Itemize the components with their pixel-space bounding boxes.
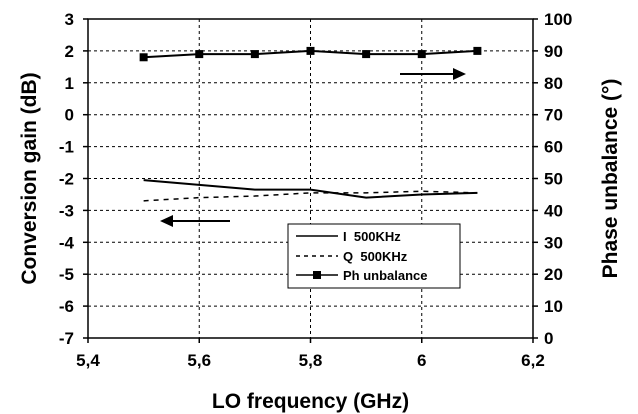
legend-label-ph: Ph unbalance xyxy=(343,268,428,283)
y-right-tick-label: 50 xyxy=(544,170,563,189)
y-right-tick-label: 30 xyxy=(544,233,563,252)
left-axis-arrow xyxy=(160,215,230,227)
x-tick-label: 5,6 xyxy=(187,351,211,370)
y-right-tick-label: 70 xyxy=(544,106,563,125)
legend-item-ph: Ph unbalance xyxy=(296,268,428,283)
axis-arrows xyxy=(160,68,466,227)
x-tick-label: 5,4 xyxy=(76,351,100,370)
ph-unbalance-marker xyxy=(139,53,148,62)
ph-unbalance-marker xyxy=(195,50,204,59)
y-left-tick-label: -1 xyxy=(59,138,74,157)
y-left-tick-label: -2 xyxy=(59,170,74,189)
legend-item-i: I 500KHz xyxy=(296,229,401,244)
y-left-tick-label: -3 xyxy=(59,201,74,220)
ph-unbalance-marker xyxy=(473,46,482,55)
y-right-tick-label: 80 xyxy=(544,74,563,93)
y-left-tick-label: -6 xyxy=(59,297,74,316)
ph-unbalance-marker xyxy=(306,46,315,55)
tick-layer: 3210-1-2-3-4-5-6-71009080706050403020100… xyxy=(59,10,573,370)
x-tick-label: 6 xyxy=(417,351,426,370)
y-axis-left-title: Conversion gain (dB) xyxy=(18,72,41,284)
y-right-tick-label: 40 xyxy=(544,201,563,220)
y-left-tick-label: 0 xyxy=(65,106,74,125)
y-right-tick-label: 0 xyxy=(544,329,553,348)
legend-label-q: Q 500KHz xyxy=(343,249,408,264)
y-left-tick-label: -4 xyxy=(59,233,75,252)
x-axis-title: LO frequency (GHz) xyxy=(212,390,409,413)
series-line-0 xyxy=(143,179,478,199)
y-right-tick-label: 90 xyxy=(544,42,563,61)
y-left-tick-label: 2 xyxy=(65,42,74,61)
legend: I 500KHz Q 500KHz Ph unbalance xyxy=(287,223,461,289)
y-right-tick-label: 60 xyxy=(544,138,563,157)
ph-unbalance-marker xyxy=(417,50,426,59)
y-left-tick-label: -7 xyxy=(59,329,74,348)
gridlines xyxy=(88,19,533,338)
y-left-tick-label: 1 xyxy=(65,74,74,93)
x-tick-label: 6,2 xyxy=(521,351,545,370)
y-right-tick-label: 100 xyxy=(544,10,572,29)
ph-unbalance-marker xyxy=(250,50,259,59)
y-right-tick-label: 20 xyxy=(544,265,563,284)
x-tick-label: 5,8 xyxy=(299,351,323,370)
y-left-tick-label: -5 xyxy=(59,265,74,284)
series-layer xyxy=(139,46,482,202)
legend-item-q: Q 500KHz xyxy=(296,249,408,264)
y-right-tick-label: 10 xyxy=(544,297,563,316)
ph-unbalance-marker xyxy=(362,50,371,59)
right-axis-arrow xyxy=(400,68,466,80)
legend-label-i: I 500KHz xyxy=(343,229,401,244)
y-left-tick-label: 3 xyxy=(65,10,74,29)
y-axis-right-title: Phase unbalance (°) xyxy=(599,79,622,279)
